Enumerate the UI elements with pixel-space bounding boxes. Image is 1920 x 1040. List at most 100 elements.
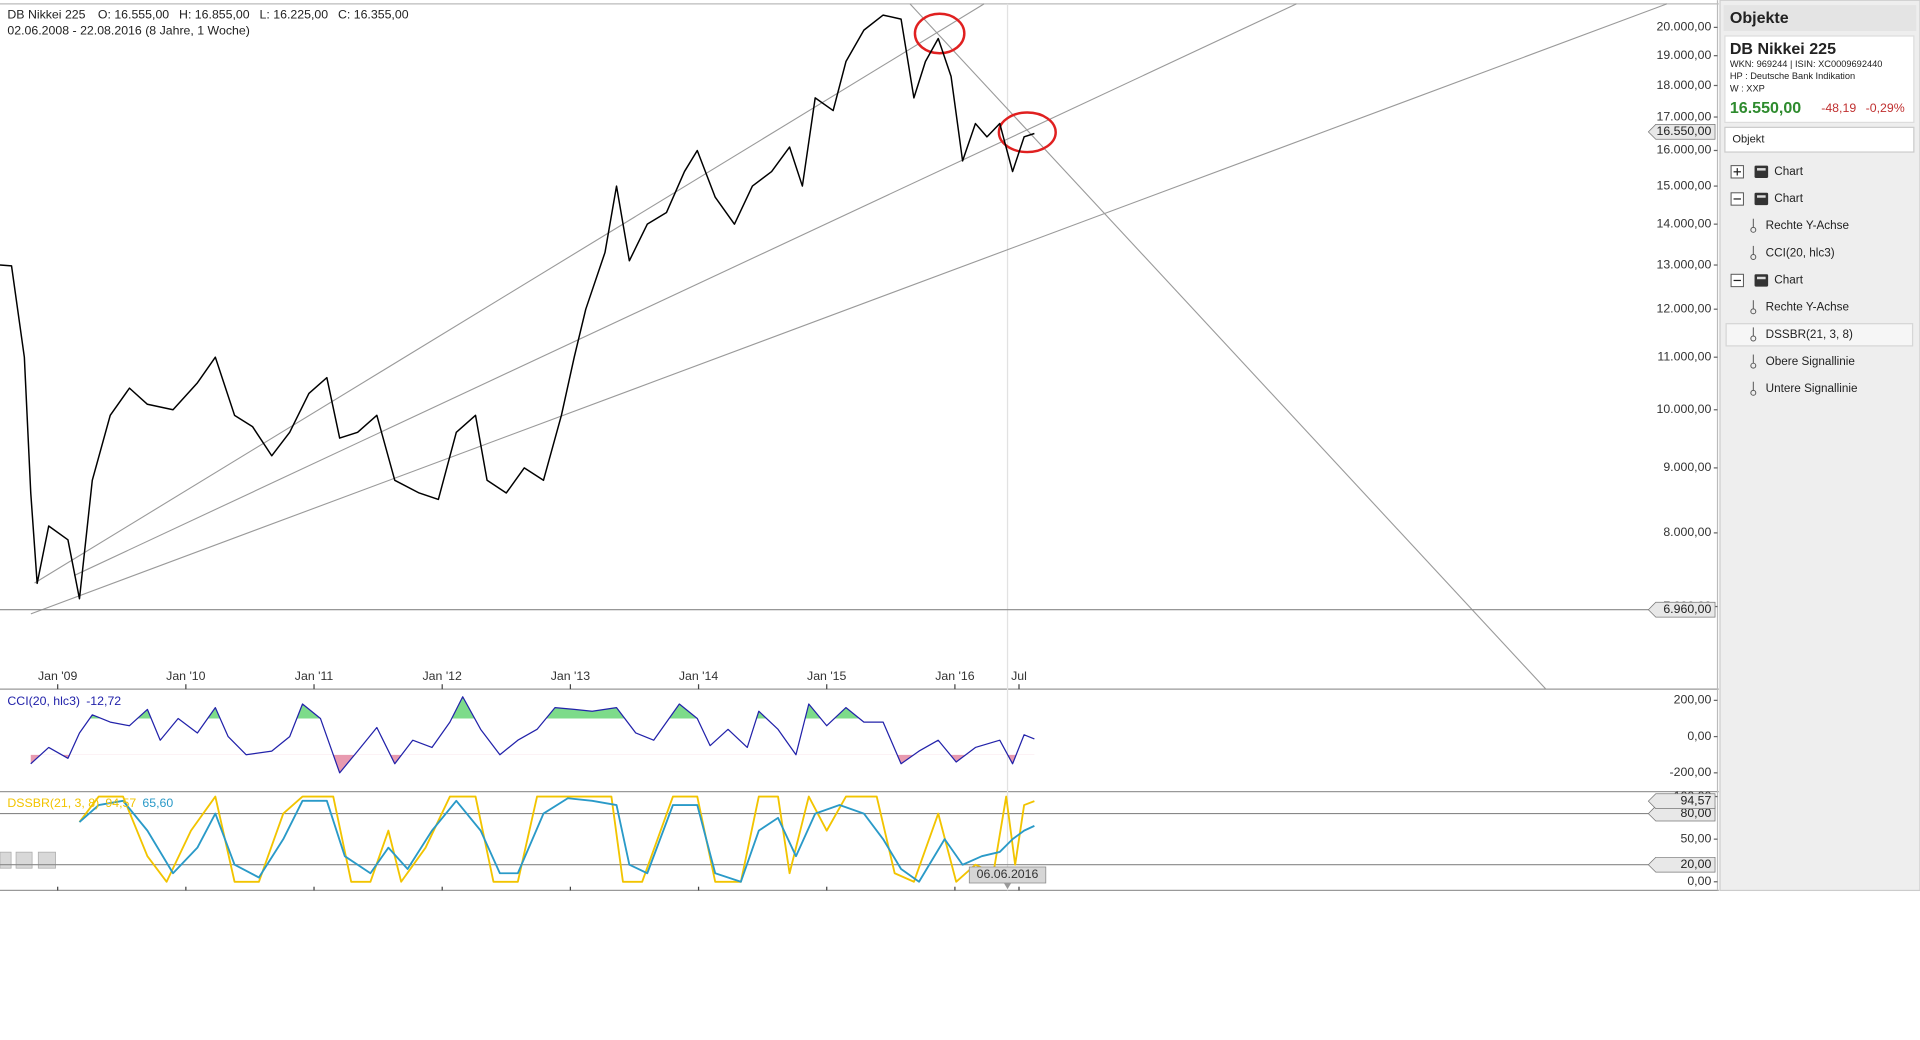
tree-label: Rechte Y-Achse: [1766, 219, 1849, 232]
y-tick-label: 0,00: [1687, 874, 1711, 888]
x-tick-label: Jan '13: [551, 669, 591, 683]
button[interactable]: [37, 851, 56, 869]
tree-label: Chart: [1774, 274, 1803, 287]
y-tick-label: 14.000,00: [1656, 216, 1711, 230]
button[interactable]: [15, 851, 33, 869]
node-icon: [1750, 389, 1757, 396]
tree-label: Obere Signallinie: [1766, 355, 1855, 368]
tree-label: CCI(20, hlc3): [1766, 246, 1835, 259]
tree-row[interactable]: Rechte Y-Achse: [1750, 218, 1849, 233]
x-tick-label: Jan '10: [166, 669, 206, 683]
dssbr-line: [78, 797, 1035, 883]
card-exchange: W : XXP: [1730, 84, 1765, 94]
tree-row[interactable]: Chart: [1730, 274, 1804, 288]
cci-current: -12,72: [86, 694, 121, 708]
card-change: -48,19: [1821, 101, 1856, 115]
tree-row[interactable]: Chart: [1730, 165, 1804, 179]
dssbr-line: [78, 795, 1035, 883]
price-line: [0, 14, 1035, 600]
ohlc-value: O: 16.555,00: [98, 7, 169, 21]
y-tick-label: 19.000,00: [1656, 48, 1711, 62]
side-panel-title: Objekte: [1730, 9, 1789, 27]
tree-label: Untere Signallinie: [1766, 382, 1858, 395]
y-tick-label: 12.000,00: [1656, 301, 1711, 315]
card-price: 16.550,00: [1730, 99, 1801, 117]
chart-icon-inner: [1757, 276, 1766, 280]
y-tick-label: 9.000,00: [1663, 460, 1711, 474]
signal-label-text: 20,00: [1680, 857, 1711, 871]
support-label-text: 6.960,00: [1663, 602, 1711, 616]
y-tick-label: 15.000,00: [1656, 178, 1711, 192]
y-tick-label: 11.000,00: [1657, 349, 1711, 363]
x-tick-label: Jan '12: [423, 669, 463, 683]
dssbr-title: DSSBR(21, 3, 8): [7, 796, 99, 810]
x-tick-label: Jan '09: [38, 669, 78, 683]
y-tick-label: 16.000,00: [1656, 143, 1711, 157]
chart-icon: [1754, 192, 1769, 206]
x-tick-label: Jan '11: [295, 669, 334, 683]
legend-entry: 94,57: [105, 796, 136, 810]
node-icon: [1750, 308, 1757, 315]
y-tick-label: 13.000,00: [1656, 257, 1711, 271]
tree-label: DSSBR(21, 3, 8): [1766, 328, 1853, 341]
object-input[interactable]: [1724, 126, 1915, 153]
side-panel: Objekte DB Nikkei 225 WKN: 969244 | ISIN…: [1719, 0, 1920, 892]
trendline: [34, 3, 985, 584]
x-tick-label: Jan '14: [679, 669, 719, 683]
chart-icon-inner: [1757, 168, 1766, 171]
chart-icon-inner: [1757, 195, 1766, 198]
trendline: [73, 3, 1297, 577]
highlight-circle: [997, 111, 1057, 154]
tree-row[interactable]: Untere Signallinie: [1750, 381, 1858, 396]
trendline: [30, 3, 1668, 615]
tree-label: Chart: [1774, 165, 1803, 178]
y-tick-label: 200,00: [1674, 693, 1712, 707]
trendlines: [30, 3, 1668, 690]
y-tick-label: -200,00: [1670, 765, 1712, 779]
signal-label: 20,00: [1647, 856, 1716, 873]
y-tick-label: 18.000,00: [1656, 78, 1711, 92]
signal-label-box: [1647, 856, 1716, 873]
date-tooltip: 06.06.2016: [968, 866, 1047, 890]
dssbr-current-label: 94,57: [1647, 793, 1716, 809]
dssbr-current-label-box: [1647, 793, 1716, 809]
instrument-name: DB Nikkei 225: [7, 7, 85, 21]
highlight-circle: [913, 12, 966, 55]
side-panel-header: [1723, 5, 1917, 32]
chart-icon: [1754, 165, 1769, 178]
chart-header: DB Nikkei 225 02.06.2008 - 22.08.2016 (8…: [7, 7, 249, 37]
ohlc-value: C: 16.355,00: [338, 7, 409, 21]
x-tick-label: Jan '16: [935, 669, 975, 683]
card-source: HP : Deutsche Bank Indikation: [1730, 71, 1855, 81]
node-icon: [1750, 254, 1757, 260]
tree-row[interactable]: CCI(20, hlc3): [1750, 245, 1835, 260]
cci-line: [30, 696, 1035, 774]
tree-label: Rechte Y-Achse: [1766, 301, 1849, 314]
tree-row-selected: [1725, 323, 1914, 347]
y-tick-label: 20.000,00: [1656, 20, 1711, 34]
card-change-pct: -0,29%: [1866, 101, 1905, 115]
dssbr-current-label-text: 94,57: [1680, 793, 1711, 807]
y-tick-label: 0,00: [1687, 729, 1711, 743]
tree-row[interactable]: DSSBR(21, 3, 8): [1725, 323, 1914, 347]
toolbar-buttons: [0, 851, 56, 869]
button[interactable]: [0, 851, 12, 869]
object-input-label: Objekt: [1732, 134, 1764, 146]
tree-label: Chart: [1774, 192, 1803, 205]
x-tick-label: Jan '15: [807, 669, 847, 683]
tree-row[interactable]: Obere Signallinie: [1750, 354, 1855, 369]
x-tick-label: Jul: [1011, 669, 1027, 683]
support-label-box: [1647, 601, 1716, 618]
tree-row[interactable]: Rechte Y-Achse: [1750, 300, 1849, 315]
node-icon: [1750, 362, 1757, 369]
y-tick-label: 8.000,00: [1663, 525, 1711, 539]
y-tick-label: 50,00: [1680, 831, 1711, 845]
y-tick-label: 10.000,00: [1656, 402, 1711, 416]
tree-row[interactable]: Chart: [1730, 192, 1804, 206]
instrument-card: [1724, 35, 1915, 124]
last-price-label-box: [1647, 124, 1716, 140]
date-range: 02.06.2008 - 22.08.2016 (8 Jahre, 1 Woch…: [7, 23, 249, 37]
y-tick-label: 17.000,00: [1656, 109, 1711, 123]
